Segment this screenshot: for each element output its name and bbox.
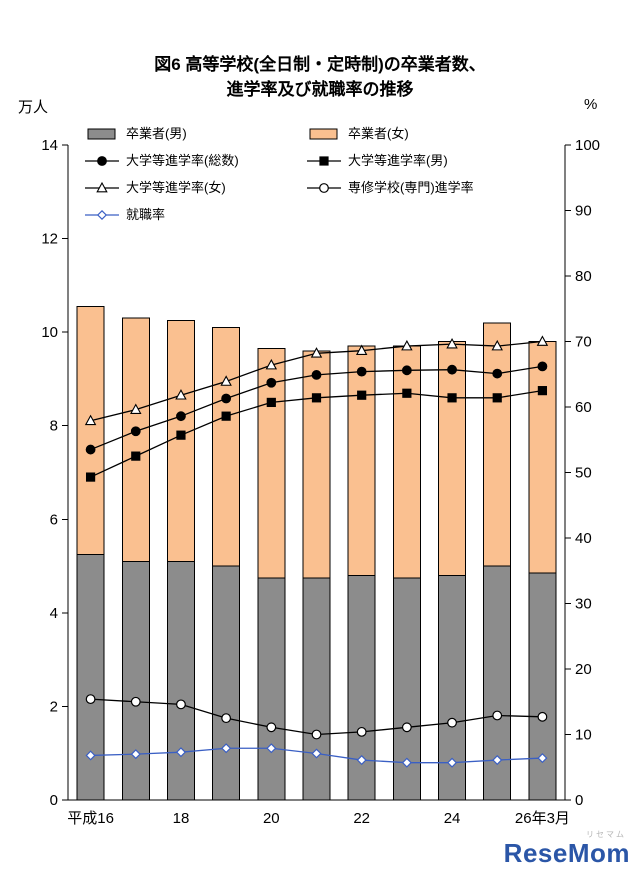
bar-segment-male	[76, 553, 105, 801]
filled-circle-line-swatch	[84, 154, 120, 168]
legend-label-graduates-male: 卒業者(男)	[126, 125, 187, 141]
y-axis-left-labels: 0 2 4 6 8 10 12 14	[41, 137, 68, 809]
chart-title-line1: 図6 高等学校(全日制・定時制)の卒業者数、	[154, 55, 486, 74]
bar-segment-male	[302, 577, 331, 801]
legend-label-advancement-female: 大学等進学率(女)	[126, 179, 226, 195]
svg-text:80: 80	[575, 268, 592, 285]
svg-text:14: 14	[41, 137, 58, 154]
svg-text:6: 6	[50, 511, 58, 528]
right-axis-unit: %	[584, 96, 598, 113]
chart-title: 図6 高等学校(全日制・定時制)の卒業者数、 進学率及び就職率の推移	[0, 52, 640, 102]
svg-text:60: 60	[575, 399, 592, 416]
svg-text:20: 20	[263, 810, 280, 827]
legend-label-advancement-total: 大学等進学率(総数)	[126, 152, 239, 168]
left-axis-unit: 万人	[18, 99, 49, 116]
bars-group	[76, 305, 557, 801]
bar-segment-male	[347, 574, 376, 801]
filled-square-line-swatch	[306, 154, 342, 168]
bar-segment-female	[121, 317, 150, 562]
legend-item-graduates-female: 卒業者(女)	[306, 125, 474, 141]
svg-text:12: 12	[41, 231, 58, 248]
x-axis-labels: 平成16 18 20 22 24 26年3月	[67, 810, 570, 827]
svg-text:20: 20	[575, 661, 592, 678]
legend-label-employment: 就職率	[126, 206, 166, 222]
svg-text:平成16: 平成16	[67, 810, 114, 827]
line-series-3	[85, 694, 548, 740]
open-triangle-line-swatch	[84, 181, 120, 195]
logo-text: ReseMom	[503, 838, 630, 868]
bar-segment-female	[76, 305, 105, 555]
legend-label-graduates-female: 卒業者(女)	[348, 125, 409, 141]
svg-text:22: 22	[353, 810, 370, 827]
bar-segment-male	[212, 565, 241, 801]
bar-segment-female	[483, 322, 512, 567]
svg-text:0: 0	[575, 792, 583, 809]
line-series-1	[85, 386, 548, 482]
blue-diamond-line-swatch	[84, 208, 120, 222]
legend-item-employment: 就職率	[84, 206, 306, 222]
bar-segment-female	[347, 345, 376, 576]
bar-segment-male	[121, 560, 150, 801]
y-axis-right-labels: 0 10 20 30 40 50 60 70 80 90 100	[565, 137, 600, 809]
chart-legend: 卒業者(男) 卒業者(女) 大学等進学率(総数) 大学等進学率(男) 大学等進学…	[84, 120, 474, 228]
svg-text:2: 2	[50, 698, 58, 715]
svg-text:10: 10	[41, 324, 58, 341]
legend-item-graduates-male: 卒業者(男)	[84, 125, 306, 141]
chart-title-line2: 進学率及び就職率の推移	[226, 80, 414, 99]
legend-label-advancement-male: 大学等進学率(男)	[348, 152, 448, 168]
svg-text:30: 30	[575, 596, 592, 613]
bar-segment-female	[528, 341, 557, 574]
legend-item-vocational: 専修学校(専門)進学率	[306, 179, 474, 195]
svg-text:26年3月: 26年3月	[515, 810, 570, 827]
svg-text:70: 70	[575, 334, 592, 351]
bar-segment-female	[438, 341, 467, 576]
legend-item-advancement-male: 大学等進学率(男)	[306, 152, 474, 168]
svg-text:40: 40	[575, 530, 592, 547]
bar-segment-male	[528, 572, 557, 801]
line-series-4	[85, 743, 548, 768]
svg-text:0: 0	[50, 792, 58, 809]
legend-label-vocational: 専修学校(専門)進学率	[348, 179, 474, 195]
legend-item-advancement-total: 大学等進学率(総数)	[84, 152, 306, 168]
line-series-2	[84, 335, 549, 426]
bar-male-swatch	[84, 127, 120, 141]
bar-segment-male	[257, 577, 286, 801]
resemom-logo: リセマム ReseMom	[503, 830, 630, 868]
bar-segment-female	[166, 319, 195, 562]
open-circle-line-swatch	[306, 181, 342, 195]
bar-female-swatch	[306, 127, 342, 141]
svg-text:10: 10	[575, 727, 592, 744]
logo-ruby-text: リセマム	[586, 830, 626, 839]
svg-text:4: 4	[50, 605, 58, 622]
svg-text:50: 50	[575, 465, 592, 482]
line-series-0	[85, 361, 548, 455]
legend-item-advancement-female: 大学等進学率(女)	[84, 179, 306, 195]
svg-text:18: 18	[173, 810, 190, 827]
bar-segment-male	[166, 560, 195, 801]
svg-text:24: 24	[444, 810, 461, 827]
svg-text:90: 90	[575, 203, 592, 220]
bar-segment-female	[392, 345, 421, 579]
svg-text:8: 8	[50, 418, 58, 435]
svg-text:100: 100	[575, 137, 600, 154]
bar-segment-female	[212, 326, 241, 567]
bar-segment-female	[302, 350, 331, 579]
